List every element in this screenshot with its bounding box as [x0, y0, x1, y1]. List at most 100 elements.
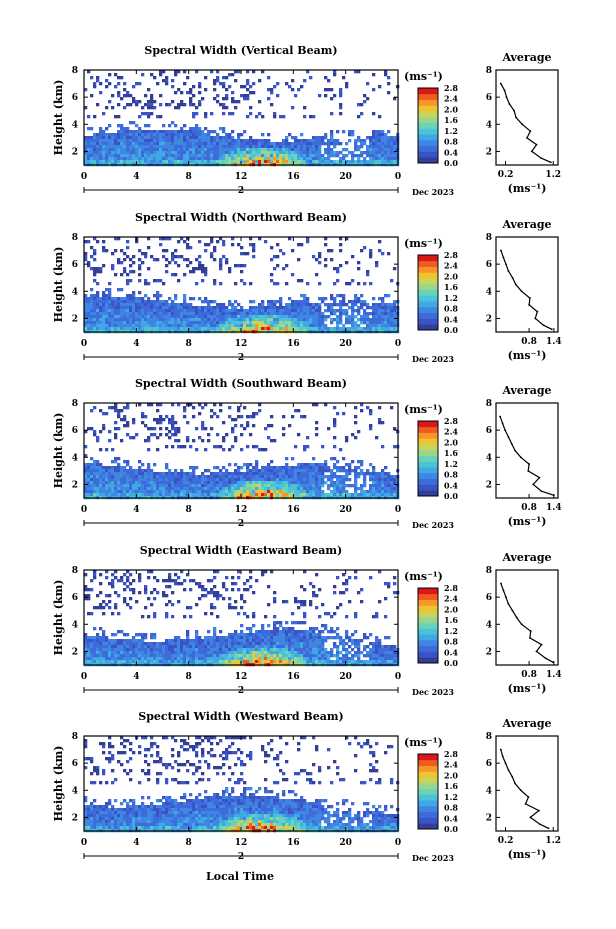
heatmap-cell [381, 327, 385, 331]
heatmap-cell [144, 327, 148, 331]
heatmap-cell [246, 115, 250, 119]
heatmap-cell [291, 324, 295, 328]
heatmap-cell [126, 421, 130, 425]
heatmap-cell [90, 472, 94, 476]
heatmap-cell [222, 466, 226, 470]
heatmap-cell [258, 318, 262, 322]
heatmap-cell [186, 606, 190, 610]
heatmap-cell [129, 648, 133, 652]
colorbar-unit: (ms⁻¹) [404, 70, 443, 83]
heatmap-cell [126, 475, 130, 479]
heatmap-cell [225, 469, 229, 473]
heatmap-cell [303, 294, 307, 298]
heatmap-cell [207, 636, 211, 640]
y-tick-label: 8 [72, 233, 78, 243]
heatmap-cell [258, 403, 262, 407]
heatmap-cell [204, 160, 208, 164]
heatmap-cell [165, 484, 169, 488]
heatmap-cell [333, 154, 337, 158]
heatmap-cell [300, 318, 304, 322]
heatmap-cell [132, 100, 136, 104]
heatmap-cell [171, 433, 175, 437]
heatmap-cell [249, 321, 253, 325]
heatmap-cell [270, 88, 274, 92]
heatmap-cell [99, 315, 103, 319]
heatmap-cell [123, 660, 127, 664]
heatmap-cell [111, 654, 115, 658]
heatmap-cell [102, 642, 106, 646]
heatmap-cell [381, 297, 385, 301]
heatmap-cell [156, 478, 160, 482]
heatmap-cell [141, 324, 145, 328]
heatmap-cell [201, 594, 205, 598]
heatmap-cell [180, 487, 184, 491]
heatmap-cell [117, 133, 121, 137]
heatmap-cell [93, 463, 97, 467]
heatmap-cell [255, 484, 259, 488]
heatmap-cell [168, 472, 172, 476]
heatmap-cell [204, 642, 208, 646]
profile-point [503, 89, 506, 92]
heatmap-cell [192, 270, 196, 274]
heatmap-cell [195, 657, 199, 661]
heatmap-cell [108, 639, 112, 643]
heatmap-cell [222, 136, 226, 140]
heatmap-cell [372, 88, 376, 92]
heatmap-cell [267, 484, 271, 488]
heatmap-cell [210, 478, 214, 482]
profile-x-label: (ms⁻¹) [508, 182, 547, 195]
heatmap-cell [393, 136, 397, 140]
heatmap-cell [294, 306, 298, 310]
heatmap-cell [162, 591, 166, 595]
heatmap-cell [174, 151, 178, 155]
heatmap-cell [126, 297, 130, 301]
heatmap-cell [252, 82, 256, 86]
heatmap-cell [111, 460, 115, 464]
heatmap-cell [339, 243, 343, 247]
heatmap-cell [198, 403, 202, 407]
heatmap-cell [162, 142, 166, 146]
colorbar-segment [418, 478, 438, 485]
heatmap-cell [174, 130, 178, 134]
heatmap-cell [96, 481, 100, 485]
heatmap-cell [183, 124, 187, 128]
heatmap-cell [255, 315, 259, 319]
heatmap-cell [135, 133, 139, 137]
heatmap-cell [132, 654, 136, 658]
heatmap-cell [105, 85, 109, 89]
heatmap-cell [312, 463, 316, 467]
heatmap-cell [288, 472, 292, 476]
y-tick-label: 8 [72, 399, 78, 409]
heatmap-cell [315, 484, 319, 488]
heatmap-cell [180, 645, 184, 649]
heatmap-cell [381, 136, 385, 140]
heatmap-cell [333, 481, 337, 485]
heatmap-cell [96, 312, 100, 316]
heatmap-cell [231, 142, 235, 146]
heatmap-cell [285, 321, 289, 325]
heatmap-cell [381, 142, 385, 146]
heatmap-cell [180, 481, 184, 485]
x-tick-label: 0 [81, 339, 87, 349]
profile-point [535, 143, 538, 146]
heatmap-cell [390, 493, 394, 497]
heatmap-cell [117, 237, 121, 241]
heatmap-cell [129, 606, 133, 610]
heatmap-cell [306, 148, 310, 152]
heatmap-cell [93, 481, 97, 485]
heatmap-cell [186, 154, 190, 158]
heatmap-cell [357, 115, 361, 119]
heatmap-cell [222, 436, 226, 440]
heatmap-cell [162, 579, 166, 583]
heatmap-cell [120, 160, 124, 164]
heatmap-cell [351, 306, 355, 310]
heatmap-cell [270, 154, 274, 158]
heatmap-cell [336, 142, 340, 146]
heatmap-cell [333, 303, 337, 307]
heatmap-cell [210, 642, 214, 646]
heatmap-cell [183, 642, 187, 646]
heatmap-cell [258, 157, 262, 161]
heatmap-cell [387, 148, 391, 152]
heatmap-cell [114, 115, 118, 119]
heatmap-cell [201, 642, 205, 646]
